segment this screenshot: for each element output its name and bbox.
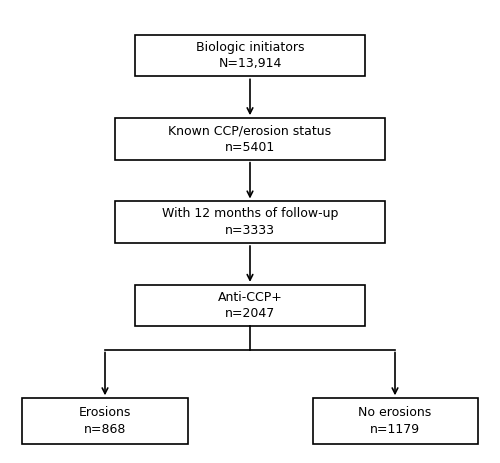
Text: n=2047: n=2047 (225, 307, 275, 320)
Text: Biologic initiators: Biologic initiators (196, 41, 304, 54)
Text: Erosions: Erosions (79, 407, 131, 419)
Bar (115, 118, 385, 160)
Text: n=1179: n=1179 (370, 423, 420, 436)
Bar (135, 35, 365, 76)
Bar (115, 201, 385, 243)
Text: No erosions: No erosions (358, 407, 432, 419)
Bar (312, 398, 478, 444)
Text: N=13,914: N=13,914 (218, 57, 282, 70)
Text: With 12 months of follow-up: With 12 months of follow-up (162, 207, 338, 220)
Text: Anti-CCP+: Anti-CCP+ (218, 291, 282, 304)
Bar (135, 285, 365, 326)
Text: n=5401: n=5401 (225, 141, 275, 154)
Text: n=868: n=868 (84, 423, 126, 436)
Text: Known CCP/erosion status: Known CCP/erosion status (168, 124, 332, 137)
Text: n=3333: n=3333 (225, 224, 275, 237)
Bar (22, 398, 188, 444)
